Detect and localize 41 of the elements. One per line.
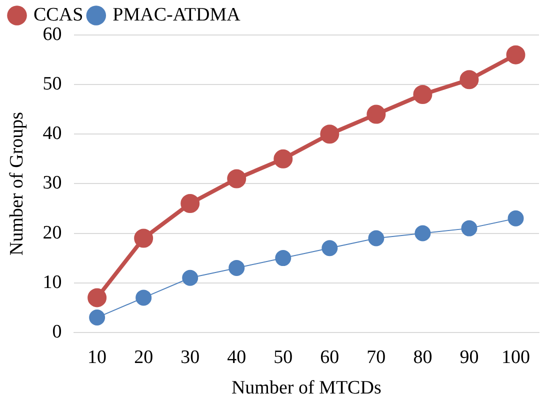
x-tick-label: 80 [413, 346, 432, 368]
x-axis-title: Number of MTCDs [231, 378, 382, 399]
point [322, 240, 338, 256]
point [506, 45, 526, 64]
point [228, 260, 245, 276]
y-tick-label: 30 [42, 172, 62, 194]
point [275, 250, 292, 266]
legend-label: CCAS [34, 4, 84, 26]
y-tick-label: 10 [42, 272, 62, 293]
x-tick-label: 20 [134, 346, 154, 368]
y-tick-label: 20 [42, 222, 62, 244]
x-tick-label: 10 [88, 346, 107, 368]
y-axis-title: Number of Groups [6, 112, 28, 256]
x-tick-label: 100 [501, 346, 530, 368]
point [413, 84, 432, 104]
x-tick-label: 90 [460, 346, 479, 368]
y-tick-label: 50 [42, 74, 62, 95]
x-tick-label: 30 [180, 346, 200, 368]
point [134, 228, 154, 248]
legend-label: PMAC-ATDMA [112, 4, 241, 26]
x-tick-label: 70 [366, 346, 386, 368]
y-tick-label: 40 [42, 123, 62, 144]
x-tick-label: 50 [274, 346, 293, 368]
point [460, 70, 479, 90]
point [89, 310, 106, 326]
x-tick-label: 60 [320, 346, 340, 368]
point [180, 194, 200, 214]
point [461, 220, 478, 236]
point [227, 169, 246, 188]
point [136, 290, 152, 306]
x-tick-label: 40 [227, 346, 246, 368]
point [320, 124, 340, 144]
y-tick-label: 60 [42, 24, 62, 45]
point [274, 149, 293, 168]
point [88, 288, 107, 308]
point [366, 104, 386, 124]
y-tick-label: 0 [52, 321, 62, 342]
point [414, 225, 431, 242]
point [368, 230, 384, 246]
point [508, 210, 524, 226]
point [182, 270, 198, 286]
